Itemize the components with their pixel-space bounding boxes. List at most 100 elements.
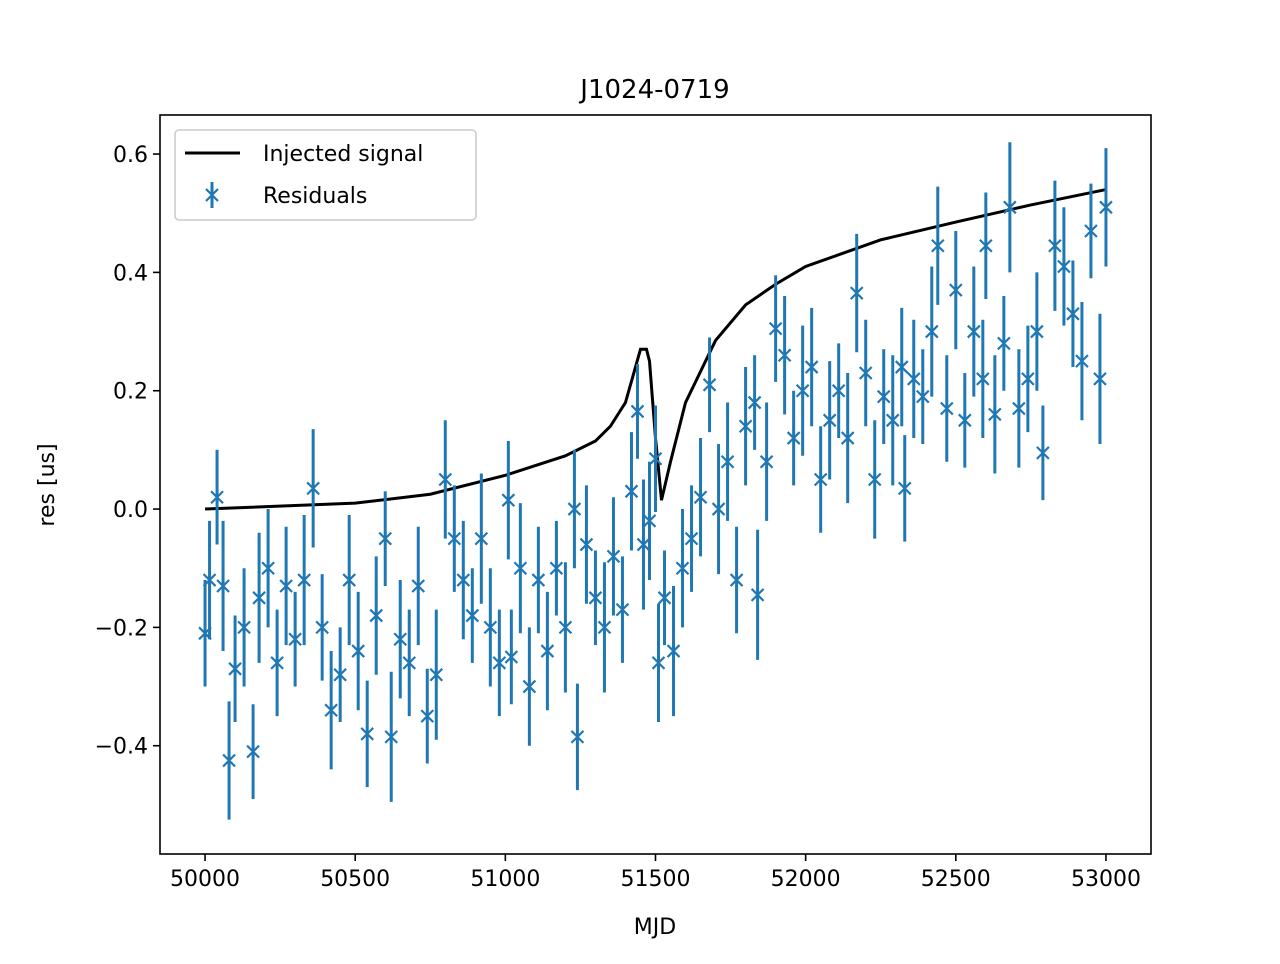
- residual-marker: [369, 608, 383, 623]
- residual-marker: [711, 502, 726, 516]
- residual-marker: [997, 336, 1011, 351]
- residual-marker: [1093, 372, 1107, 386]
- residual-marker: [822, 413, 837, 428]
- residual-marker: [222, 753, 236, 768]
- residual-marker: [666, 644, 681, 658]
- residual-marker: [465, 608, 480, 623]
- residual-marker: [216, 579, 230, 593]
- residual-marker: [588, 591, 603, 605]
- y-tick-label: 0.6: [113, 143, 148, 168]
- residual-marker: [897, 481, 912, 496]
- residual-marker: [210, 490, 224, 504]
- residual-marker: [306, 481, 320, 496]
- y-axis-label: res [us]: [35, 443, 60, 526]
- residual-marker: [684, 531, 699, 546]
- residual-marker: [642, 514, 657, 528]
- residual-marker: [651, 656, 666, 670]
- residual-marker: [202, 573, 217, 587]
- residual-marker: [438, 472, 453, 487]
- residual-marker: [979, 238, 993, 253]
- residual-marker: [570, 730, 585, 744]
- residual-marker: [624, 484, 639, 499]
- residual-marker: [1048, 238, 1062, 253]
- residual-marker: [1066, 307, 1080, 321]
- residual-marker: [288, 632, 302, 647]
- residual-marker: [967, 324, 981, 339]
- residual-marker: [988, 407, 1002, 422]
- residual-marker: [297, 573, 311, 587]
- residual-marker: [720, 454, 735, 469]
- y-tick-label: −0.4: [95, 735, 148, 760]
- residual-marker: [384, 730, 399, 744]
- legend-label: Residuals: [263, 184, 367, 209]
- residual-marker: [237, 620, 251, 635]
- x-tick-label: 53000: [1071, 867, 1141, 892]
- x-tick-label: 51500: [621, 867, 691, 892]
- residual-marker: [615, 602, 630, 617]
- residual-marker: [738, 419, 753, 433]
- residual-marker: [351, 644, 365, 658]
- residual-marker: [777, 348, 792, 362]
- legend-box: [174, 129, 477, 221]
- residual-marker: [1075, 354, 1089, 368]
- residual-marker: [540, 644, 555, 658]
- residual-marker: [894, 360, 909, 374]
- residual-marker: [858, 366, 873, 380]
- residual-marker: [429, 667, 444, 682]
- residual-marker: [1084, 224, 1098, 238]
- residual-marker: [252, 591, 266, 605]
- residual-marker: [931, 238, 945, 253]
- x-tick-label: 51000: [470, 867, 540, 892]
- residual-marker: [579, 537, 594, 552]
- residual-marker: [474, 531, 489, 546]
- residual-marker: [333, 667, 347, 682]
- legend-label: Injected signal: [263, 142, 423, 167]
- residual-marker: [949, 283, 963, 297]
- residual-marker: [885, 413, 900, 428]
- residual-marker: [261, 561, 275, 575]
- residual-marker: [483, 620, 498, 635]
- y-tick-label: 0.0: [113, 498, 148, 523]
- x-tick-label: 52500: [921, 867, 991, 892]
- legend-marker: [205, 188, 219, 202]
- residual-marker: [702, 378, 717, 392]
- residual-marker: [976, 372, 990, 386]
- chart-title: J1024-0719: [578, 75, 729, 105]
- residual-marker: [906, 372, 921, 386]
- residual-marker: [786, 431, 801, 445]
- residual-marker: [531, 573, 546, 587]
- residual-marker: [636, 537, 651, 552]
- residual-marker: [456, 573, 471, 587]
- residual-marker: [411, 579, 426, 593]
- residual-marker: [729, 573, 744, 587]
- residual-marker: [279, 579, 293, 593]
- residual-marker: [549, 561, 564, 575]
- residual-marker: [597, 620, 612, 635]
- residual-marker: [940, 401, 954, 416]
- residual-marker: [402, 656, 417, 670]
- residual-marker: [1012, 401, 1026, 416]
- residual-marker: [1099, 200, 1113, 215]
- residual-marker: [492, 656, 507, 670]
- y-tick-label: −0.2: [95, 616, 148, 641]
- residual-marker: [648, 451, 663, 466]
- residual-marker: [630, 404, 645, 419]
- residual-marker: [1003, 200, 1017, 215]
- residual-marker: [876, 389, 891, 404]
- residual-marker: [420, 709, 435, 723]
- residual-marker: [522, 679, 537, 694]
- residual-marker: [768, 321, 783, 336]
- residual-marker: [270, 656, 284, 670]
- residual-marker: [1036, 446, 1050, 460]
- residual-marker: [693, 490, 708, 504]
- residual-marker: [360, 727, 374, 741]
- x-tick-label: 50500: [320, 867, 390, 892]
- residual-marker: [840, 431, 855, 445]
- plot-area: [198, 142, 1113, 820]
- residual-marker: [958, 413, 972, 428]
- residual-marker: [675, 561, 690, 575]
- residual-marker: [342, 573, 356, 587]
- residual-marker: [1057, 259, 1071, 274]
- residual-marker: [867, 472, 882, 487]
- residual-marker: [504, 650, 519, 664]
